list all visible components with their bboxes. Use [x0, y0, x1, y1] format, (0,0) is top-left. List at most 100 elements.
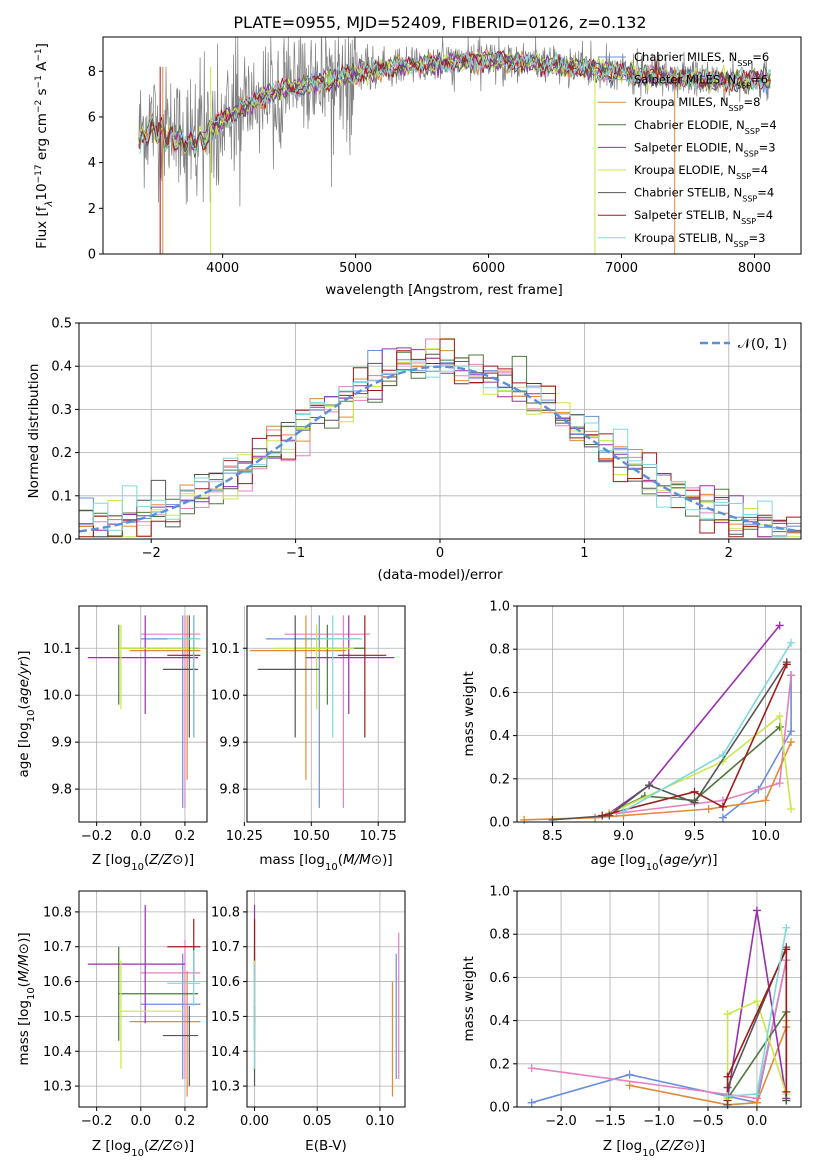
- label-part: age/yr: [16, 660, 32, 705]
- x-axis-label: mass [log10(M/M⊙)]: [259, 852, 392, 873]
- legend-name: Kroupa MILES, N: [634, 95, 729, 109]
- label-part: )]: [382, 852, 393, 868]
- y-tick-label: 8: [88, 65, 96, 80]
- label-part: Flux [f: [34, 205, 50, 249]
- frame-spectrum: 4000 5000 6000 7000 8000 0 2 4 6 8: [88, 36, 802, 276]
- legend-sub: SSP: [736, 81, 751, 90]
- plot-area-age-vs-Z: [87, 615, 201, 808]
- y-tick-label: 0.8: [489, 928, 510, 943]
- label-part: 10: [26, 710, 37, 723]
- y-tick-label: 9.9: [51, 736, 72, 751]
- legend-name: Salpeter ELODIE, N: [634, 140, 744, 154]
- legend-entry: Chabrier STELIB, NSSP=4: [634, 186, 774, 204]
- legend-entry: 𝒩(0, 1): [738, 336, 787, 352]
- y-axis-label: Normed distribution: [26, 364, 42, 499]
- legend-name: Salpeter STELIB, N: [634, 208, 741, 222]
- x-tick-label: 8.5: [542, 829, 563, 844]
- weight-marker: [752, 1090, 761, 1099]
- data-point: [140, 953, 201, 1080]
- label-part: (: [16, 704, 32, 709]
- legend-value: =4: [760, 118, 777, 132]
- residual-histogram: [79, 360, 801, 538]
- label-part: (: [655, 1138, 660, 1154]
- label-part: −2: [34, 100, 44, 113]
- y-tick-label: 0.1: [51, 489, 72, 504]
- label-part: Z [log: [603, 1138, 642, 1154]
- data-point: [118, 960, 185, 1069]
- weight-line: [608, 714, 792, 815]
- x-tick-label: 10.0: [751, 829, 780, 844]
- x-tick-label: 10.50: [293, 829, 330, 844]
- weight-marker: [787, 671, 796, 680]
- legend-value: =3: [759, 140, 776, 154]
- model-spectrum: [138, 50, 771, 158]
- weight-marker: [718, 802, 727, 811]
- label-part: (: [338, 852, 343, 868]
- y-tick-label: 10.1: [43, 642, 72, 657]
- weight-marker: [598, 811, 607, 820]
- y-tick-label: 10.5: [211, 1010, 240, 1025]
- x-tick-label: 0.10: [365, 1114, 394, 1129]
- legend-sub: SSP: [734, 239, 749, 248]
- data-point: [162, 1005, 199, 1087]
- weight-marker: [782, 945, 791, 954]
- weight-marker: [782, 923, 791, 932]
- axes-frame: [246, 605, 406, 823]
- label-part: (: [144, 852, 149, 868]
- y-tick-label: 0.4: [51, 360, 72, 375]
- axes-frame: [102, 36, 802, 255]
- weight-marker: [723, 1092, 732, 1101]
- y-tick-label: 10.1: [211, 642, 240, 657]
- label-part: ]: [34, 43, 50, 48]
- legend-name: Kroupa ELODIE, N: [634, 163, 736, 177]
- plot-area-age-vs-mass: [249, 615, 395, 808]
- legend-sub: SSP: [736, 172, 751, 181]
- label-part: 10: [26, 987, 37, 1000]
- model-spectrum: [138, 49, 771, 155]
- x-tick-label: 10.25: [226, 829, 263, 844]
- data-point: [305, 615, 395, 714]
- x-tick-label: −1: [286, 546, 305, 561]
- x-axis-label: E(B-V): [305, 1138, 347, 1154]
- y-tick-label: 0.0: [489, 1101, 510, 1116]
- axes-mass-vs-Z: [79, 891, 207, 1107]
- y-tick-label: 6: [88, 110, 96, 125]
- x-tick-label: 0.0: [130, 829, 151, 844]
- weight-marker: [752, 906, 761, 915]
- frame-mass-vs-EBV: 0.00 0.05 0.10 10.3 10.4 10.5 10.6 10.7 10.8: [211, 890, 406, 1129]
- x-tick-label: 8000: [738, 261, 771, 276]
- label-part: (: [16, 982, 32, 987]
- data-point: [140, 939, 201, 1080]
- normal-curve: [78, 365, 802, 533]
- weight-marker: [527, 1064, 536, 1073]
- label-part: A: [34, 61, 50, 75]
- legend-sub: SSP: [729, 104, 744, 113]
- data-point: [162, 615, 199, 738]
- label-part: Z/Z⊙: [148, 852, 183, 868]
- figure-title: PLATE=0955, MJD=52409, FIBERID=0126, z=0…: [233, 13, 646, 32]
- x-tick-label: 0.2: [175, 1114, 196, 1129]
- data-point: [167, 615, 201, 738]
- y-tick-label: 0.5: [51, 317, 72, 332]
- data-point: [265, 615, 360, 808]
- data-point: [257, 615, 320, 738]
- axes-frame: [78, 605, 208, 823]
- data-point: [129, 971, 201, 1097]
- y-tick-label: 10.5: [43, 1010, 72, 1025]
- label-part: )]: [184, 852, 195, 868]
- frame-weight-vs-Z: −2.0 −1.5 −1.0 −0.5 0.0 0.0 0.2 0.4 0.6 0.8 1.0: [489, 885, 802, 1129]
- data-point: [249, 615, 347, 780]
- weight-marker: [591, 813, 600, 822]
- legend-value: =4: [757, 186, 774, 200]
- weight-marker: [619, 807, 628, 816]
- axes-frame: [246, 890, 406, 1108]
- legend-value: =8: [744, 95, 761, 109]
- data-point: [319, 615, 363, 738]
- data-point: [118, 946, 199, 1041]
- plot-area-mass-vs-EBV: [253, 904, 400, 1097]
- y-tick-label: 10.7: [211, 940, 240, 955]
- weight-marker: [520, 815, 529, 824]
- y-axis-label: mass weight: [461, 956, 477, 1041]
- legend-name: Kroupa STELIB, N: [634, 231, 734, 245]
- data-point: [129, 615, 201, 780]
